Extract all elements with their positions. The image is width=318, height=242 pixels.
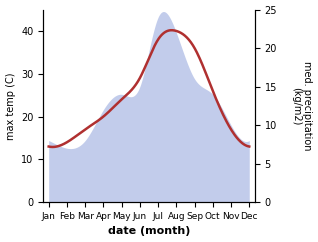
X-axis label: date (month): date (month) — [108, 227, 190, 236]
Y-axis label: med. precipitation
(kg/m2): med. precipitation (kg/m2) — [291, 61, 313, 151]
Y-axis label: max temp (C): max temp (C) — [5, 72, 16, 140]
